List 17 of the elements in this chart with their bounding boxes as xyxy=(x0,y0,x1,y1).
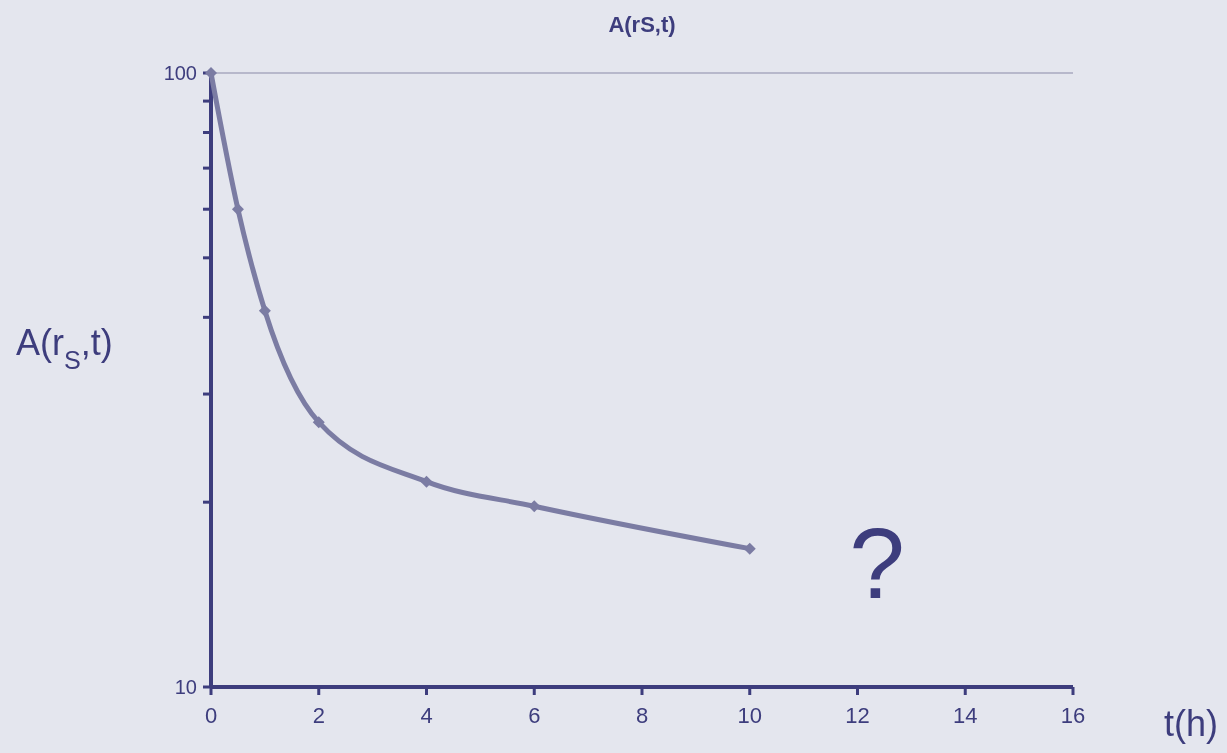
x-axis-title: t(h) xyxy=(1164,703,1218,744)
y-axis-title: A(r$_{S}$,t) xyxy=(16,322,113,374)
x-tick-label: 0 xyxy=(204,703,218,728)
x-tick-label: 2 xyxy=(312,703,325,728)
point xyxy=(258,304,271,317)
chart-title: A(rS,t) xyxy=(608,12,676,37)
y-tick-label: 100 xyxy=(163,62,197,84)
x-tick-label: 14 xyxy=(953,703,978,728)
annotation: ? xyxy=(849,507,905,619)
x-tick-label: 16 xyxy=(1060,703,1086,728)
x-tick-label: 8 xyxy=(635,703,649,728)
point xyxy=(420,475,433,488)
x-tick-label: 12 xyxy=(845,703,870,728)
x-tick-label: 10 xyxy=(737,703,762,728)
point xyxy=(312,416,325,429)
x-tick-label: 4 xyxy=(420,703,433,728)
x-tick-label: 6 xyxy=(528,703,541,728)
